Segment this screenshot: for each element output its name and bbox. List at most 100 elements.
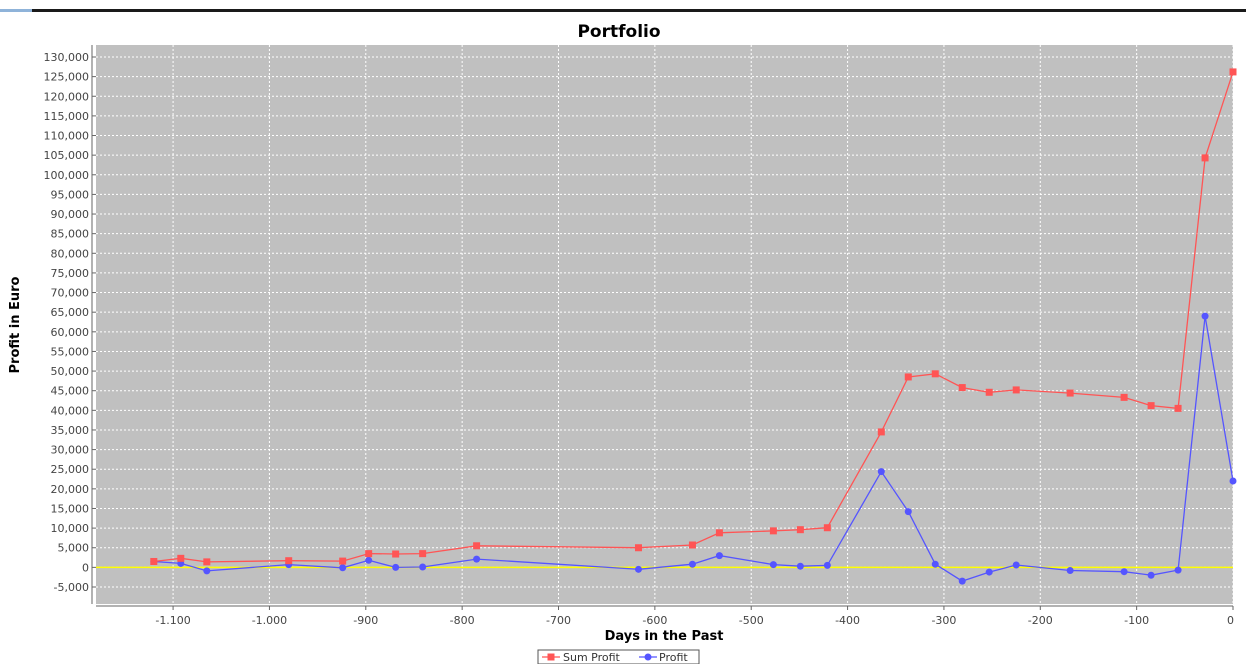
data-point-profit [1229,477,1237,485]
data-point-sum-profit [1120,393,1128,401]
y-tick-label: 70,000 [51,287,90,300]
y-tick-label: 105,000 [44,149,90,162]
data-point-profit [688,560,696,568]
data-point-profit [339,564,347,572]
y-tick-label: 5,000 [58,542,90,555]
data-point-profit [715,552,723,560]
data-point-profit [1147,571,1155,579]
data-point-sum-profit [365,550,373,558]
data-point-profit [1174,566,1182,574]
legend-item-sum-profit: Sum Profit [542,651,621,664]
data-point-sum-profit [1174,404,1182,412]
x-tick-label: 0 [1227,614,1234,627]
window-top-line [32,9,1246,12]
y-axis-title: Profit in Euro [8,276,23,373]
data-point-profit [904,508,912,516]
y-tick-label: 60,000 [51,326,90,339]
grid-lines [96,45,1234,604]
x-tick-label: -1.000 [252,614,287,627]
y-tick-label: 115,000 [44,110,90,123]
x-tick-label: -600 [642,614,667,627]
data-point-profit [931,560,939,568]
data-point-sum-profit [1201,154,1209,162]
data-point-sum-profit [769,527,777,535]
data-point-sum-profit [1147,402,1155,410]
data-point-profit [796,562,804,570]
data-point-profit [473,555,481,563]
data-point-sum-profit [1012,386,1020,394]
data-point-profit [1066,567,1074,575]
data-point-sum-profit [339,557,347,565]
data-point-profit [877,468,885,476]
data-point-profit [392,563,400,571]
legend: Sum Profit Profit [537,649,700,664]
data-point-sum-profit [1229,68,1237,76]
y-tick-label: 85,000 [51,228,90,241]
data-point-sum-profit [177,554,185,562]
data-point-sum-profit [203,558,211,566]
y-tick-label: 0 [82,561,89,574]
data-point-sum-profit [150,557,158,565]
x-tick-label: -200 [1028,614,1053,627]
y-tick-label: 130,000 [44,51,90,64]
y-tick-label: 10,000 [51,522,90,535]
data-point-profit [769,561,777,569]
y-tick-label: 25,000 [51,463,90,476]
data-point-sum-profit [473,542,481,550]
data-point-sum-profit [823,524,831,532]
data-point-sum-profit [796,526,804,534]
legend-marker-profit [644,653,652,661]
data-point-profit [1201,312,1209,320]
y-tick-label: 125,000 [44,71,90,84]
data-point-sum-profit [285,557,293,565]
x-axis-ticks: -1.100 -1.000 -900 -800 -700 -600 -500 -400 -300… [155,606,1234,627]
legend-label-profit: Profit [659,651,688,664]
data-point-sum-profit [904,373,912,381]
x-tick-label: -100 [1124,614,1149,627]
y-tick-label: 40,000 [51,404,90,417]
x-tick-label: -500 [739,614,764,627]
data-point-profit [1120,568,1128,576]
y-tick-label: 35,000 [51,424,90,437]
data-point-profit [365,556,373,564]
y-tick-label: 95,000 [51,188,90,201]
series-layer [150,68,1237,585]
data-point-sum-profit [634,544,642,552]
legend-label-sum-profit: Sum Profit [563,651,621,664]
y-tick-label: 110,000 [44,130,90,143]
y-tick-label: 20,000 [51,483,90,496]
data-point-profit [823,561,831,569]
data-point-profit [634,565,642,573]
x-tick-label: -700 [546,614,571,627]
y-tick-label: 30,000 [51,444,90,457]
y-tick-label: 15,000 [51,502,90,515]
y-tick-label: 50,000 [51,365,90,378]
y-tick-label: -5,000 [54,581,89,594]
data-point-sum-profit [392,550,400,558]
data-point-sum-profit [985,388,993,396]
x-axis-title: Days in the Past [605,629,724,644]
x-tick-label: -900 [353,614,378,627]
legend-box [537,649,700,664]
data-point-sum-profit [877,428,885,436]
window-top-accent [0,9,32,12]
legend-marker-sum-profit [547,653,555,661]
window-top-border [0,0,1246,12]
legend-item-profit: Profit [639,651,688,664]
chart-title: Portfolio [577,22,660,42]
series-sum-profit [150,68,1237,566]
y-axis-ticks: 130,000 125,000 120,000 115,000 110,000 105,0… [44,51,96,594]
y-tick-label: 90,000 [51,208,90,221]
y-tick-label: 45,000 [51,385,90,398]
data-point-sum-profit [931,370,939,378]
data-point-profit [419,563,427,571]
y-tick-label: 75,000 [51,267,90,280]
y-tick-label: 120,000 [44,90,90,103]
data-point-profit [203,567,211,575]
data-point-profit [958,577,966,585]
y-tick-label: 100,000 [44,169,90,182]
y-tick-label: 55,000 [51,345,90,358]
data-point-profit [1012,561,1020,569]
y-tick-label: 80,000 [51,247,90,260]
